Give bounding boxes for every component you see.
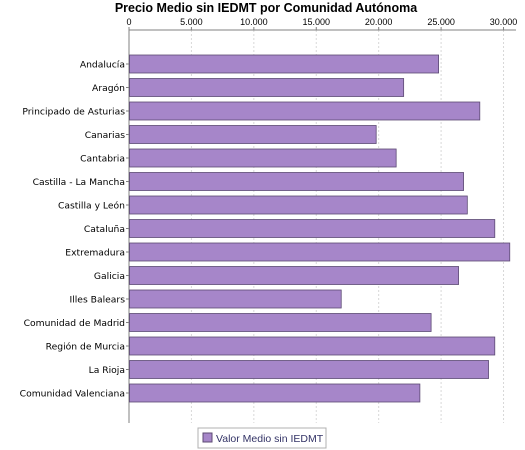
- category-label: Canarias: [85, 130, 125, 141]
- legend-label: Valor Medio sin IEDMT: [216, 433, 324, 445]
- legend: Valor Medio sin IEDMT: [197, 427, 327, 449]
- category-label: Andalucía: [80, 60, 125, 71]
- bar: [129, 78, 405, 97]
- x-tick-label: 0: [126, 17, 131, 27]
- legend-swatch: [202, 432, 213, 443]
- bar: [129, 289, 342, 309]
- axes: [128, 29, 516, 423]
- y-axis-categories: Andalucía Aragón Principado de Asturias Can…: [20, 60, 129, 400]
- category-label: Comunidad Valenciana: [20, 389, 125, 400]
- category-label: Cataluña: [84, 224, 125, 235]
- bars: [129, 54, 511, 403]
- category-label: Castilla y León: [58, 201, 125, 212]
- x-axis-ticks: 0 5.000 10.000 15.000 20.000 25.000 30.000: [126, 17, 517, 30]
- bar: [129, 383, 421, 403]
- x-tick-label: 30.000: [490, 17, 518, 27]
- category-label: Illes Balears: [69, 295, 125, 306]
- category-label: Cantabria: [80, 154, 125, 165]
- bar: [129, 242, 511, 262]
- chart-title: Precio Medio sin IEDMT por Comunidad Aut…: [115, 1, 418, 15]
- x-tick-label: 15.000: [302, 17, 330, 27]
- bar: [129, 125, 377, 144]
- bar: [129, 172, 464, 191]
- x-tick-label: 10.000: [240, 17, 268, 27]
- category-label: La Rioja: [89, 365, 125, 376]
- bar: [129, 336, 496, 356]
- bar: [129, 101, 481, 121]
- category-label: Región de Murcia: [46, 342, 125, 353]
- category-label: Galicia: [94, 271, 125, 282]
- category-label: Extremadura: [65, 248, 125, 259]
- bar: [129, 219, 496, 238]
- category-label: Castilla - La Mancha: [33, 177, 125, 188]
- x-tick-label: 20.000: [365, 17, 393, 27]
- category-label: Comunidad de Madrid: [24, 318, 125, 329]
- bar: [129, 54, 440, 74]
- bar: [129, 313, 432, 332]
- bar: [129, 360, 489, 379]
- bar: [129, 195, 468, 215]
- legend-box: [197, 427, 327, 449]
- category-label: Principado de Asturias: [22, 107, 125, 118]
- x-tick-label: 5.000: [180, 17, 203, 27]
- x-tick-label: 25.000: [427, 17, 455, 27]
- bar: [129, 148, 397, 168]
- category-label: Aragón: [92, 83, 125, 94]
- bar: [129, 266, 459, 285]
